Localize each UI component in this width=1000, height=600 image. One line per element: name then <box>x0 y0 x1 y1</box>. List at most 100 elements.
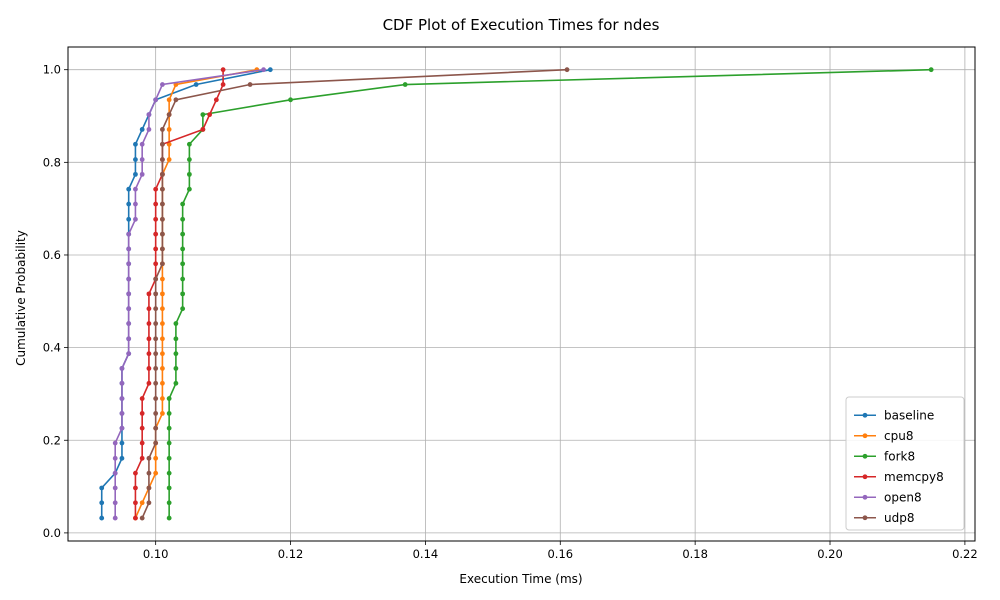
data-point <box>160 291 165 297</box>
series-lines <box>99 67 934 521</box>
data-point <box>126 246 132 252</box>
data-point <box>99 515 105 521</box>
data-point <box>186 141 192 147</box>
data-point <box>153 97 159 103</box>
grid <box>68 47 975 541</box>
data-point <box>180 246 186 252</box>
data-point <box>146 485 152 491</box>
data-point <box>112 500 118 506</box>
data-point <box>133 157 138 162</box>
data-point <box>119 455 125 461</box>
series-fork8 <box>166 67 934 521</box>
data-point <box>99 485 105 491</box>
data-point <box>220 67 226 73</box>
data-point <box>153 201 159 207</box>
data-point <box>139 171 145 177</box>
data-point <box>166 500 172 506</box>
data-point <box>166 470 172 476</box>
data-point <box>193 82 199 87</box>
data-point <box>139 515 145 521</box>
data-point <box>119 440 125 446</box>
data-point <box>153 216 159 222</box>
data-point <box>146 380 152 386</box>
data-point <box>133 485 138 491</box>
legend-item-memcpy8: memcpy8 <box>854 470 944 484</box>
data-point <box>126 336 132 342</box>
data-point <box>207 112 213 118</box>
data-point <box>402 82 408 87</box>
data-point <box>173 380 179 386</box>
data-point <box>166 485 172 491</box>
legend-item-cpu8: cpu8 <box>854 429 913 443</box>
data-point <box>160 321 165 326</box>
data-point <box>160 410 165 416</box>
data-point <box>928 67 934 73</box>
data-point <box>180 216 186 222</box>
data-point <box>126 321 132 326</box>
data-point <box>139 141 145 147</box>
data-point <box>146 366 152 371</box>
data-point <box>146 306 152 312</box>
x-axis-ticks: 0.10 0.12 0.14 0.16 0.18 0.20 0.22 <box>143 541 978 561</box>
data-point <box>139 396 145 401</box>
data-point <box>126 231 132 237</box>
data-point <box>153 261 159 267</box>
legend-marker <box>862 494 868 500</box>
data-point <box>126 261 132 267</box>
series-udp8 <box>139 67 570 521</box>
data-point <box>200 112 206 118</box>
data-point <box>267 67 273 73</box>
data-point <box>133 171 138 177</box>
data-point <box>180 201 186 207</box>
data-point <box>153 396 159 401</box>
data-point <box>564 67 570 73</box>
data-point <box>153 306 159 312</box>
data-point <box>133 500 138 506</box>
y-tick-label: 0.8 <box>43 155 61 169</box>
data-point <box>139 425 145 431</box>
legend-label: baseline <box>884 408 934 422</box>
data-point <box>139 500 145 506</box>
y-axis-ticks: 0.0 0.2 0.4 0.6 0.8 1.0 <box>43 63 68 540</box>
data-point <box>180 231 186 237</box>
series-line-open8 <box>114 68 264 519</box>
data-point <box>166 112 172 118</box>
data-point <box>173 336 179 342</box>
data-point <box>146 455 152 461</box>
x-tick-label: 0.22 <box>952 547 978 561</box>
data-point <box>126 351 132 357</box>
data-point <box>160 201 165 207</box>
data-point <box>133 470 138 476</box>
data-point <box>99 500 105 506</box>
data-point <box>126 186 132 192</box>
data-point <box>126 216 132 222</box>
data-point <box>153 440 159 446</box>
y-tick-label: 0.0 <box>43 526 61 540</box>
data-point <box>220 82 226 87</box>
data-point <box>160 306 165 312</box>
data-point <box>153 291 159 297</box>
data-point <box>160 231 165 237</box>
x-tick-label: 0.18 <box>682 547 708 561</box>
legend-marker <box>862 433 868 439</box>
data-point <box>166 455 172 461</box>
data-point <box>139 440 145 446</box>
chart-title: CDF Plot of Execution Times for ndes <box>383 16 660 34</box>
data-point <box>180 306 186 312</box>
x-axis-label: Execution Time (ms) <box>459 572 582 586</box>
data-point <box>153 336 159 342</box>
data-point <box>119 366 125 371</box>
data-point <box>112 515 118 521</box>
legend: baseline cpu8 fork8 memcpy8 open8 udp8 <box>845 396 965 531</box>
data-point <box>160 366 165 371</box>
data-point <box>186 171 192 177</box>
data-point <box>126 276 132 282</box>
data-point <box>112 485 118 491</box>
data-point <box>200 127 206 132</box>
data-point <box>160 127 165 132</box>
data-point <box>119 410 125 416</box>
series-open8 <box>112 67 266 521</box>
data-point <box>180 291 186 297</box>
data-point <box>153 231 159 237</box>
data-point <box>166 410 172 416</box>
